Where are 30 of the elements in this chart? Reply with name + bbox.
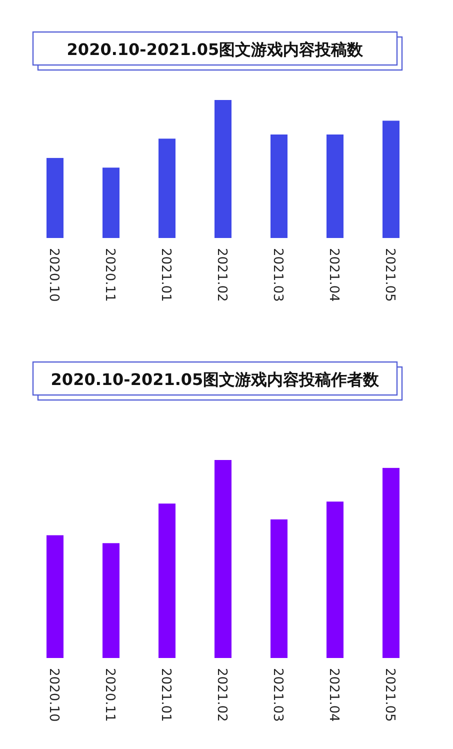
bar xyxy=(382,468,400,658)
x-tick-label: 2021.01 xyxy=(158,248,173,302)
x-tick-label: 2020.10 xyxy=(46,668,61,722)
bar xyxy=(158,138,176,238)
x-tick-label: 2021.03 xyxy=(270,668,285,722)
x-tick-label: 2020.10 xyxy=(46,248,61,302)
bar xyxy=(382,120,400,238)
bar xyxy=(214,100,232,238)
bar xyxy=(270,519,288,658)
bar xyxy=(158,504,176,658)
bar xyxy=(46,535,64,658)
x-tick-label: 2020.11 xyxy=(102,668,117,722)
chart-title: 2020.10-2021.05图文游戏内容投稿数 xyxy=(66,40,364,59)
x-tick-label: 2021.05 xyxy=(382,668,397,722)
bar xyxy=(46,158,64,238)
x-tick-label: 2021.03 xyxy=(270,248,285,302)
bar xyxy=(102,168,120,238)
bar xyxy=(270,134,288,238)
bar xyxy=(326,502,344,658)
x-tick-label: 2021.02 xyxy=(214,248,229,302)
x-tick-label: 2021.01 xyxy=(158,668,173,722)
x-tick-label: 2021.04 xyxy=(326,668,341,722)
chart-title: 2020.10-2021.05图文游戏内容投稿作者数 xyxy=(50,370,380,389)
x-tick-label: 2021.04 xyxy=(326,248,341,302)
x-tick-label: 2021.02 xyxy=(214,668,229,722)
x-tick-label: 2020.11 xyxy=(102,248,117,302)
bar xyxy=(102,543,120,658)
bar xyxy=(326,134,344,238)
bar xyxy=(214,460,232,658)
x-tick-label: 2021.05 xyxy=(382,248,397,302)
